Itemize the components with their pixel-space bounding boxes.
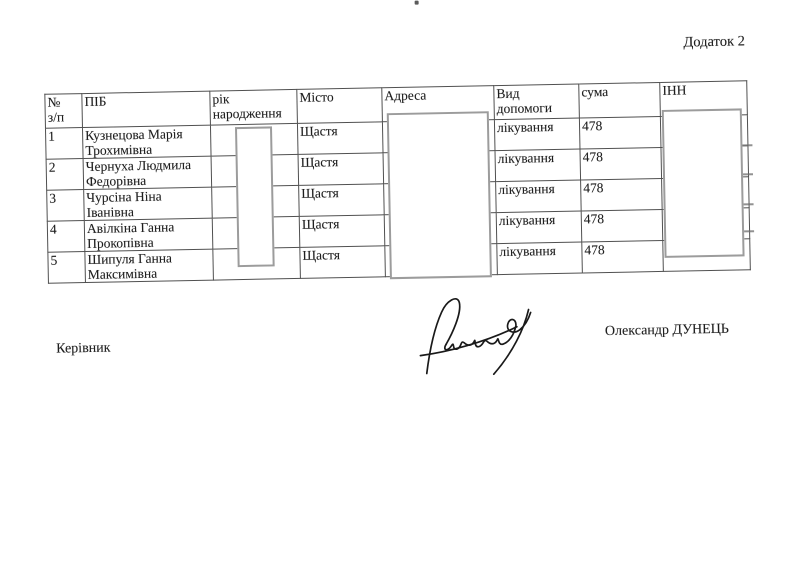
col-header-aid-type-line1: Вид xyxy=(496,85,520,102)
cell-row-number: 1 xyxy=(45,127,84,160)
cell-aid-type: лікування xyxy=(494,118,580,151)
row-line-tick xyxy=(743,203,754,206)
signer-role-label: Керівник xyxy=(56,340,111,357)
cell-full-name: Авілкіна Ганна Прокопівна xyxy=(84,218,213,252)
annex-label: Додаток 2 xyxy=(683,33,746,51)
col-header-num: № з/п xyxy=(44,93,83,129)
cell-aid-type: лікування xyxy=(496,211,582,244)
cell-sum: 478 xyxy=(579,147,662,181)
cell-aid-type: лікування xyxy=(496,242,583,275)
cell-full-name: Чурсіна Ніна Іванівна xyxy=(83,187,213,221)
col-header-aid-type-line2: допомоги xyxy=(496,99,553,116)
redaction-box-birth-year xyxy=(234,126,275,268)
col-header-birth-year-line2: народження xyxy=(212,104,282,122)
cell-full-name: Чернуха Людмила Федорівна xyxy=(83,156,212,190)
col-header-num-line2: з/п xyxy=(47,108,65,125)
col-header-name: ПІБ xyxy=(81,91,211,128)
cell-full-name: Кузнецова Марія Трохимівна xyxy=(82,125,212,159)
name-line2: Іванівна xyxy=(86,203,134,220)
name-line1: Чернуха Людмила xyxy=(85,156,192,175)
redaction-box-address xyxy=(386,111,492,280)
signature-stroke xyxy=(492,308,530,376)
cell-sum: 478 xyxy=(581,240,664,273)
signature xyxy=(419,298,532,376)
signature-stroke xyxy=(425,298,461,375)
col-header-num-line1: № xyxy=(47,94,61,110)
cell-aid-type: лікування xyxy=(495,180,582,213)
cell-city: Щастя xyxy=(298,183,385,217)
row-line-tick xyxy=(744,230,755,233)
cell-city: Щастя xyxy=(297,121,384,155)
name-line2: Прокопівна xyxy=(87,234,154,251)
cell-row-number: 3 xyxy=(46,189,85,222)
cell-city: Щастя xyxy=(299,245,386,279)
col-header-city: Місто xyxy=(296,87,383,124)
cell-city: Щастя xyxy=(298,152,384,186)
cell-row-number: 4 xyxy=(47,220,85,253)
name-line2: Трохимівна xyxy=(85,141,153,158)
cell-sum: 478 xyxy=(581,209,663,243)
signature-stroke xyxy=(419,325,518,357)
col-header-aid-type: Вид допомоги xyxy=(493,84,580,120)
cell-full-name: Шипуля Ганна Максимівна xyxy=(84,249,214,283)
col-header-birth-year-line1: рік xyxy=(212,91,230,107)
signer-name: Олександр ДУНЕЦЬ xyxy=(604,321,730,340)
cell-row-number: 2 xyxy=(46,158,84,191)
cell-sum: 478 xyxy=(579,116,661,150)
redaction-box-inn xyxy=(661,108,745,258)
row-line-tick xyxy=(742,173,754,176)
cell-aid-type: лікування xyxy=(494,149,581,182)
name-line2: Федорівна xyxy=(85,172,147,189)
name-line2: Максимівна xyxy=(87,265,158,282)
cell-city: Щастя xyxy=(299,214,385,248)
cell-row-number: 5 xyxy=(47,251,86,284)
col-header-sum: сума xyxy=(578,82,661,119)
row-line-tick xyxy=(742,144,753,147)
scan-artifact-dot xyxy=(414,0,419,5)
cell-sum: 478 xyxy=(580,178,663,212)
col-header-birth-year: рік народження xyxy=(209,89,298,126)
